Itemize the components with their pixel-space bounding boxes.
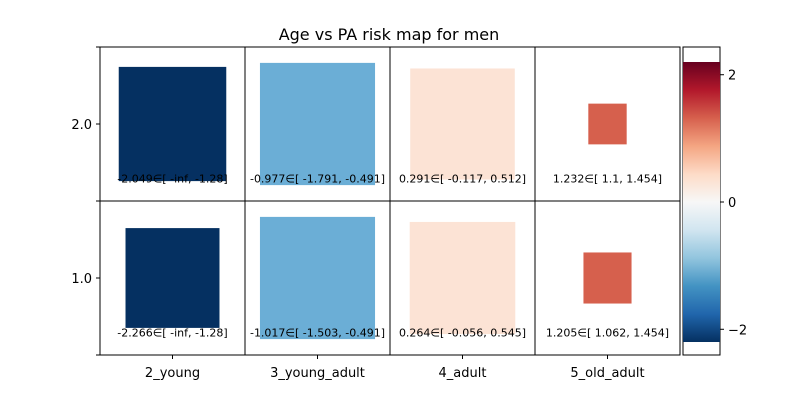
colorbar-gradient: [683, 62, 720, 342]
cell-label-2-0: 0.291∈[ -0.117, 0.512]: [399, 173, 526, 186]
heatmap-cell-2-0: [410, 68, 515, 180]
cell-label-3-0: 1.232∈[ 1.1, 1.454]: [553, 173, 662, 186]
cells-layer: -2.049∈[ -inf, -1.28] -0.977∈[ -1.791, -0…: [117, 62, 669, 340]
cell-label-1-0: -0.977∈[ -1.791, -0.491]: [250, 173, 385, 186]
cell-label-0-1: -2.266∈[ -inf, -1.28]: [117, 327, 227, 340]
colorbar-tick-label: 2: [728, 69, 736, 84]
y-tick-label-1.0: 1.0: [71, 272, 92, 287]
chart-title: Age vs PA risk map for men: [279, 25, 500, 44]
heatmap-cell-2-1: [409, 221, 516, 335]
heatmap-cell-0-0: [118, 66, 227, 182]
heatmap-cell-3-1: [583, 252, 632, 304]
x-tick-label-5_old_adult: 5_old_adult: [570, 366, 644, 381]
axes-layer: 2_young 3_young_adult 4_adult 5_old_adult 2.…: [71, 46, 645, 381]
heatmap-cell-1-1: [259, 216, 376, 340]
x-tick-label-3_young_adult: 3_young_adult: [270, 366, 365, 381]
y-tick-label-2.0: 2.0: [71, 118, 92, 133]
x-tick-label-2_young: 2_young: [145, 366, 200, 381]
x-tick-label-4_adult: 4_adult: [439, 366, 487, 381]
cell-label-0-0: -2.049∈[ -inf, -1.28]: [117, 173, 227, 186]
cell-label-3-1: 1.205∈[ 1.062, 1.454]: [546, 327, 669, 340]
heatmap-cell-0-1: [125, 228, 220, 328]
heatmap-cell-1-0: [259, 62, 376, 186]
cell-label-1-1: -1.017∈[ -1.503, -0.491]: [250, 327, 385, 340]
heatmap-cell-3-0: [588, 103, 627, 145]
colorbar: −2 0 2: [682, 46, 747, 356]
cell-label-2-1: 0.264∈[ -0.056, 0.545]: [399, 327, 526, 340]
colorbar-tick-label: −2: [728, 323, 747, 338]
colorbar-tick-label: 0: [728, 196, 736, 211]
